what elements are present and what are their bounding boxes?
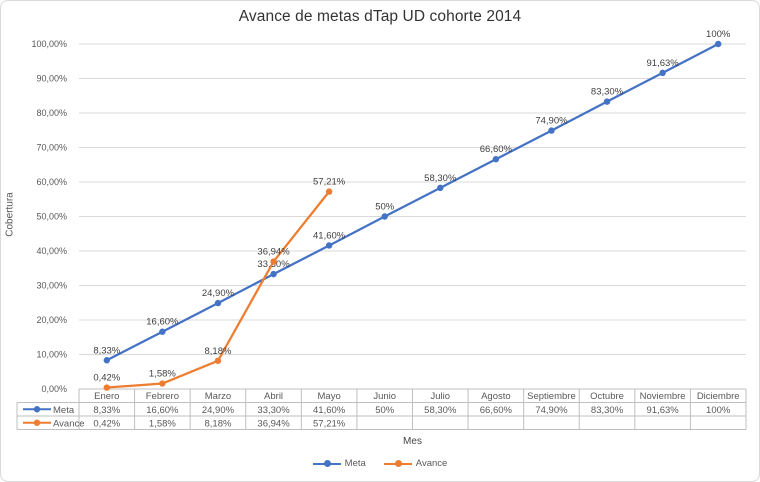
data-table xyxy=(16,388,747,430)
y-tick-label: 90,00% xyxy=(36,74,67,84)
month-label: Abril xyxy=(264,391,283,402)
month-label: Mayo xyxy=(318,391,341,402)
month-label: Enero xyxy=(94,391,119,402)
table-cell-value: 91,63% xyxy=(647,405,680,416)
data-label: 24,90% xyxy=(202,288,235,299)
data-point-avance xyxy=(325,188,333,195)
data-label: 74,90% xyxy=(535,116,568,127)
table-row-values-avance: 0,42% 1,58% 8,18% 36,94% 57,21% xyxy=(93,418,345,429)
data-point-meta xyxy=(603,98,611,105)
table-cell-value: 58,30% xyxy=(424,405,457,416)
table-row-header-label: Avance xyxy=(53,418,85,429)
legend-series-icon xyxy=(312,460,341,467)
table-cell-value: 74,90% xyxy=(535,405,568,416)
table-cell-value: 8,18% xyxy=(204,418,231,429)
table-cell-value: 100% xyxy=(706,405,731,416)
table-cell-value: 24,90% xyxy=(202,405,235,416)
month-label: Noviembre xyxy=(640,391,686,402)
y-tick-label: 0,00% xyxy=(41,384,67,394)
series-key-marker-icon xyxy=(33,406,41,413)
data-label: 50% xyxy=(375,202,395,213)
table-cell-value: 8,33% xyxy=(93,405,120,416)
y-tick-label: 20,00% xyxy=(36,315,67,325)
data-label: 57,21% xyxy=(313,177,346,188)
data-point-avance xyxy=(270,258,277,265)
month-label: Marzo xyxy=(205,391,231,402)
data-point-avance xyxy=(159,380,166,387)
month-label: Agosto xyxy=(481,391,511,402)
series-meta: 8,33%16,60%24,90%33,30%41,60%50%58,30%66… xyxy=(93,29,731,364)
data-label: 83,30% xyxy=(591,87,624,98)
data-point-meta xyxy=(548,127,555,134)
data-label: 58,30% xyxy=(424,173,457,184)
data-point-meta xyxy=(492,156,500,163)
chart-legend: Meta Avance xyxy=(1,458,759,469)
data-point-meta xyxy=(381,213,388,220)
legend-series-icon xyxy=(383,460,412,467)
data-label: 66,60% xyxy=(480,144,513,155)
table-row-header-meta: Meta xyxy=(23,405,75,416)
y-tick-label: 50,00% xyxy=(36,212,67,222)
data-label: 0,42% xyxy=(93,373,120,384)
data-point-meta xyxy=(715,40,722,48)
table-cell-value: 33,30% xyxy=(257,405,290,416)
data-label: 100% xyxy=(706,29,731,40)
month-label: Septiembre xyxy=(527,391,576,402)
series-line-meta xyxy=(105,42,720,362)
data-point-meta xyxy=(659,69,666,77)
series-key-marker-icon xyxy=(33,419,41,426)
y-tick-label: 70,00% xyxy=(36,143,67,153)
legend-item-avance: Avance xyxy=(383,458,448,469)
data-label: 16,60% xyxy=(146,317,179,328)
legend-item-meta: Meta xyxy=(312,458,366,469)
table-cell-value: 36,94% xyxy=(257,418,290,429)
table-cell-value: 50% xyxy=(375,405,395,416)
data-label: 8,33% xyxy=(93,345,120,356)
table-row-header-label: Meta xyxy=(53,405,75,416)
data-point-avance xyxy=(214,357,222,364)
table-cell-value: 66,60% xyxy=(480,405,513,416)
month-label: Febrero xyxy=(146,391,179,402)
data-point-meta xyxy=(103,357,110,364)
chart-title: Avance de metas dTap UD cohorte 2014 xyxy=(238,8,522,25)
month-label: Julio xyxy=(431,391,451,402)
data-point-meta xyxy=(159,328,166,335)
table-cell-value: 0,42% xyxy=(93,418,120,429)
data-label: 91,63% xyxy=(647,58,680,69)
y-axis-tick-labels: 0,00% 10,00% 20,00% 30,00% 40,00% 50,00% 60,00… xyxy=(31,39,67,394)
x-axis-category-labels: Enero Febrero Marzo Abril Mayo Junio Julio Agos… xyxy=(94,391,739,402)
table-cell-value: 16,60% xyxy=(146,405,179,416)
y-tick-label: 100,00% xyxy=(31,39,67,49)
x-axis-title: Mes xyxy=(403,436,422,447)
y-tick-label: 30,00% xyxy=(36,281,67,291)
y-tick-label: 40,00% xyxy=(36,246,67,256)
table-cell-value: 41,60% xyxy=(313,405,346,416)
y-tick-label: 60,00% xyxy=(36,177,67,187)
data-label: 36,94% xyxy=(257,247,290,258)
data-point-meta xyxy=(325,242,333,249)
month-label: Diciembre xyxy=(697,391,740,402)
series-avance: 0,42% 1,58% 8,18% 36,94% 57,21% xyxy=(93,177,346,391)
y-tick-label: 10,00% xyxy=(36,350,67,360)
legend-label: Avance xyxy=(415,458,448,469)
y-tick-label: 80,00% xyxy=(36,108,67,118)
data-point-meta xyxy=(437,184,444,192)
data-point-avance xyxy=(103,384,110,391)
data-label: 1,58% xyxy=(149,369,176,380)
data-label: 8,18% xyxy=(204,346,231,357)
table-cell-value: 57,21% xyxy=(313,418,346,429)
month-label: Octubre xyxy=(590,391,624,402)
table-row-values-meta: 8,33% 16,60% 24,90% 33,30% 41,60% 50% 58,30% 66… xyxy=(93,405,731,416)
table-cell-value: 1,58% xyxy=(149,418,176,429)
table-row-header-avance: Avance xyxy=(23,418,85,429)
data-point-meta xyxy=(270,270,277,278)
legend-label: Meta xyxy=(344,458,366,469)
gridlines xyxy=(79,43,746,355)
data-point-meta xyxy=(214,299,222,307)
table-cell-value: 83,30% xyxy=(591,405,624,416)
month-label: Junio xyxy=(373,391,396,402)
data-label: 41,60% xyxy=(313,230,346,241)
